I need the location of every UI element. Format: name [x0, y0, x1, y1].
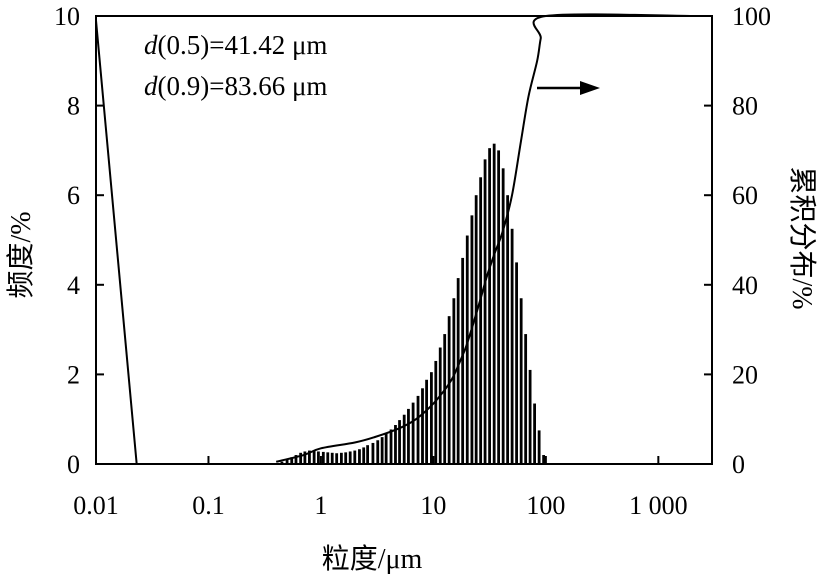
right-arrow-icon — [537, 81, 600, 95]
frequency-bar — [380, 437, 384, 464]
left-y-tick-label: 6 — [67, 181, 80, 210]
frequency-bar — [317, 451, 320, 464]
frequency-bar — [280, 461, 284, 464]
right-y-axis-label: 累积分布/% — [786, 166, 818, 309]
frequency-bar — [542, 455, 546, 464]
frequency-bar — [402, 414, 406, 464]
right-y-tick-label: 100 — [732, 2, 771, 31]
frequency-bar — [411, 402, 415, 464]
plot-frame — [95, 15, 713, 465]
right-y-tick-label: 80 — [732, 92, 758, 121]
frequency-bar — [376, 440, 380, 464]
frequency-bar — [434, 360, 438, 464]
right-y-tick-label: 20 — [732, 360, 758, 389]
frequency-bar — [483, 159, 487, 465]
frequency-bar — [308, 450, 311, 464]
frequency-bar — [528, 369, 532, 464]
frequency-bar — [465, 235, 469, 464]
left-y-tick-label: 8 — [67, 92, 80, 121]
frequency-bars — [280, 143, 546, 465]
x-tick-label: 1 000 — [629, 491, 688, 520]
frequency-bar — [326, 452, 330, 464]
x-axis-ticks: 0.01 0.1 1 10 100 1 000 — [73, 456, 688, 520]
frequency-bar — [425, 379, 428, 464]
left-y-axis-label: 频度/% — [5, 211, 37, 298]
frequency-bar — [452, 298, 456, 464]
frequency-bar — [510, 228, 514, 464]
frequency-bar — [515, 262, 518, 464]
frequency-bar — [362, 447, 366, 464]
frequency-bar — [506, 195, 510, 464]
x-tick-label: 1 — [314, 491, 327, 520]
x-tick-label: 100 — [526, 491, 565, 520]
frequency-bar — [303, 451, 307, 464]
frequency-bar — [519, 298, 523, 464]
right-y-tick-label: 40 — [732, 271, 758, 300]
frequency-bar — [353, 450, 357, 464]
frequency-bar — [330, 452, 334, 464]
frequency-bar — [312, 450, 316, 464]
frequency-bar — [497, 150, 501, 464]
frequency-bar — [524, 334, 528, 464]
frequency-bar — [492, 143, 496, 464]
frequency-bar — [488, 148, 491, 464]
frequency-bar — [474, 195, 478, 464]
frequency-bar — [371, 442, 375, 464]
frequency-bar — [447, 316, 451, 464]
frequency-bar — [416, 395, 420, 464]
frequency-bar — [533, 403, 536, 464]
frequency-bar — [384, 433, 388, 464]
x-tick-label: 0.01 — [73, 491, 119, 520]
frequency-bar — [358, 449, 361, 464]
d90-annotation: d(0.9)=83.66 μm — [144, 71, 327, 101]
frequency-bar — [407, 408, 410, 464]
frequency-bar — [290, 457, 294, 464]
frequency-bar — [537, 430, 541, 464]
frequency-bar — [344, 452, 348, 464]
cumulative-distribution-line — [275, 13, 693, 463]
d50-annotation: d(0.5)=41.42 μm — [144, 30, 327, 60]
right-y-tick-label: 0 — [732, 450, 745, 479]
frequency-bar — [321, 451, 325, 464]
frequency-bar — [348, 451, 352, 464]
frequency-bar — [294, 455, 298, 464]
frequency-bar — [470, 215, 474, 464]
left-y-tick-label: 4 — [67, 271, 80, 300]
frequency-bar — [421, 388, 424, 464]
x-tick-label: 10 — [420, 491, 446, 520]
left-y-tick-label: 10 — [54, 2, 80, 31]
frequency-bar — [443, 334, 447, 464]
frequency-bar — [479, 177, 483, 464]
right-y-tick-label: 60 — [732, 181, 758, 210]
frequency-bar — [394, 425, 397, 464]
left-y-tick-label: 2 — [67, 360, 80, 389]
left-y-tick-label: 0 — [67, 450, 80, 479]
left-y-axis-ticks: 0 2 4 6 8 10 — [54, 2, 104, 479]
frequency-bar — [335, 453, 339, 464]
frequency-bar — [461, 257, 465, 464]
frequency-bar — [456, 278, 460, 464]
frequency-bar — [501, 168, 505, 464]
frequency-bar — [430, 372, 433, 464]
x-axis-label: 粒度/μm — [322, 543, 423, 575]
frequency-bar — [339, 452, 343, 464]
frequency-bar — [438, 347, 442, 464]
frequency-bar — [366, 445, 370, 464]
frequency-bar — [299, 452, 303, 464]
frequency-bar — [389, 429, 393, 464]
x-tick-label: 0.1 — [192, 491, 225, 520]
frequency-bar — [398, 420, 401, 464]
right-y-axis-ticks: 0 20 40 60 80 100 — [704, 2, 771, 479]
frequency-bar — [285, 459, 289, 464]
